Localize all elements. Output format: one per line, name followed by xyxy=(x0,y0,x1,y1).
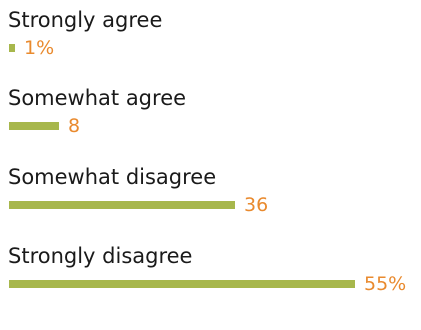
bar-strongly-disagree xyxy=(9,280,355,288)
category-label-strongly-agree: Strongly agree xyxy=(8,8,163,32)
category-label-somewhat-disagree: Somewhat disagree xyxy=(8,165,217,189)
bar-row-somewhat-disagree: Somewhat disagree 36 xyxy=(8,164,413,234)
bar-strongly-agree xyxy=(9,44,15,52)
bar-row-strongly-disagree: Strongly disagree 55% xyxy=(8,243,413,313)
category-label-somewhat-agree: Somewhat agree xyxy=(8,86,187,110)
value-label-strongly-agree: 1% xyxy=(24,37,55,59)
bar-somewhat-disagree xyxy=(9,201,235,209)
bar-somewhat-agree xyxy=(9,122,59,130)
value-label-somewhat-disagree: 36 xyxy=(244,194,269,216)
value-label-somewhat-agree: 8 xyxy=(68,115,81,137)
value-label-strongly-disagree: 55% xyxy=(364,273,407,295)
bar-row-strongly-agree: Strongly agree 1% xyxy=(8,7,413,77)
category-label-strongly-disagree: Strongly disagree xyxy=(8,244,193,268)
bar-row-somewhat-agree: Somewhat agree 8 xyxy=(8,85,413,155)
